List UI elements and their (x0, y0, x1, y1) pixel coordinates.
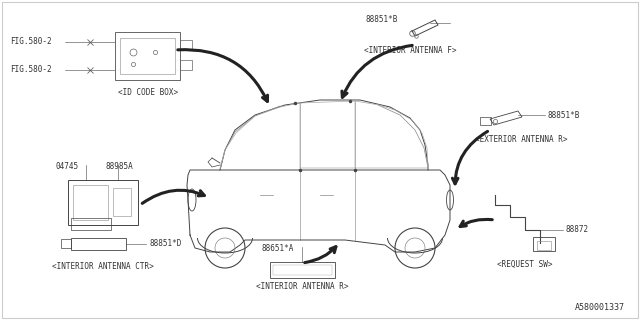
Text: <ID CODE BOX>: <ID CODE BOX> (118, 88, 178, 97)
Text: 88851*B: 88851*B (548, 110, 580, 119)
Text: 88872: 88872 (565, 226, 588, 235)
Text: FIG.580-2: FIG.580-2 (10, 66, 52, 75)
Text: <INTERIOR ANTENNA F>: <INTERIOR ANTENNA F> (364, 46, 456, 55)
Text: 88851*D: 88851*D (149, 239, 181, 249)
Text: <INTERIOR ANTENNA CTR>: <INTERIOR ANTENNA CTR> (52, 262, 154, 271)
Text: A580001337: A580001337 (575, 303, 625, 312)
Text: 88985A: 88985A (106, 162, 134, 171)
Text: <REQUEST SW>: <REQUEST SW> (497, 260, 553, 269)
Text: 88651*A: 88651*A (262, 244, 294, 253)
Text: FIG.580-2: FIG.580-2 (10, 37, 52, 46)
Text: <INTERIOR ANTENNA R>: <INTERIOR ANTENNA R> (256, 282, 348, 291)
Text: 04745: 04745 (56, 162, 79, 171)
Text: 88851*B: 88851*B (365, 15, 397, 25)
Text: <EXTERIOR ANTENNA R>: <EXTERIOR ANTENNA R> (475, 135, 568, 144)
